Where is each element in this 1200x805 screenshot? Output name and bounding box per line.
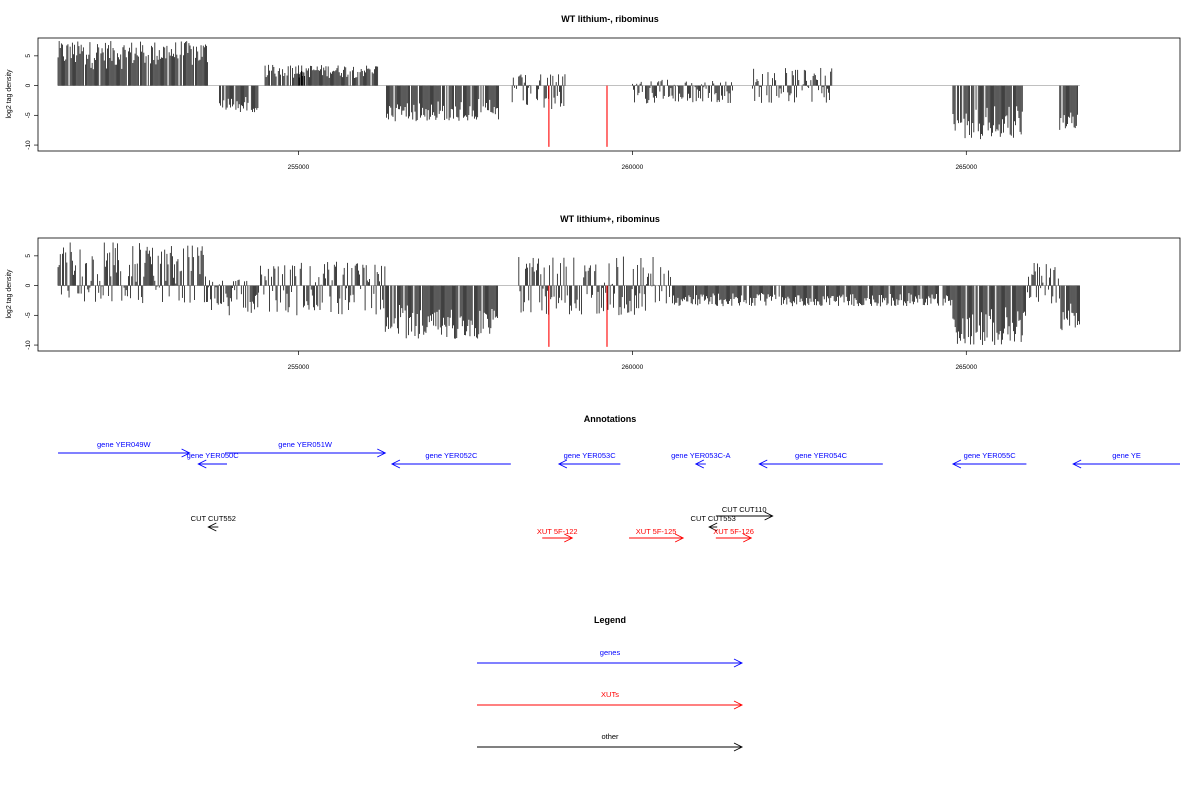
annotation-feature: gene YE bbox=[1072, 451, 1180, 469]
legend-item: other bbox=[477, 732, 744, 752]
strand-arrow-icon bbox=[764, 511, 774, 521]
panel-2-yaxis: 5 0 -5 -10 bbox=[25, 254, 38, 350]
annotation-feature: XUT 5F-122 bbox=[537, 527, 578, 543]
strand-arrow-icon bbox=[708, 522, 718, 532]
feature-label: gene YER049W bbox=[97, 440, 152, 449]
legend-item: XUTs bbox=[477, 690, 744, 710]
feature-label: gene YER053C-A bbox=[671, 451, 730, 460]
panel-2-frame bbox=[37, 237, 1181, 352]
annotation-feature: XUT 5F-126 bbox=[713, 527, 754, 543]
panel-2-ytick: 5 bbox=[25, 254, 32, 258]
panel-lithium-minus: WT lithium-, ribominus log2 tag density … bbox=[6, 14, 1181, 171]
strand-arrow-icon bbox=[743, 533, 753, 543]
legend-arrow-icon bbox=[733, 658, 744, 668]
strand-arrow-icon bbox=[674, 533, 685, 543]
strand-arrow-icon bbox=[207, 522, 217, 532]
legend: Legend genes XUTs other bbox=[477, 615, 744, 752]
annotation-feature: gene YER050C bbox=[187, 451, 240, 469]
panel-1-title: WT lithium-, ribominus bbox=[561, 14, 659, 24]
annotation-feature: CUT CUT552 bbox=[191, 514, 236, 532]
legend-label: XUTs bbox=[601, 690, 619, 699]
panel-2-xtick: 255000 bbox=[288, 364, 310, 371]
panel-1-xtick: 265000 bbox=[955, 164, 977, 171]
strand-arrow-icon bbox=[557, 459, 568, 469]
panel-2-ytick: 0 bbox=[25, 283, 32, 287]
legend-arrow-icon bbox=[733, 700, 744, 710]
feature-label: gene YER053C bbox=[564, 451, 617, 460]
panel-1-frame bbox=[37, 37, 1181, 152]
annotations-title: Annotations bbox=[584, 414, 637, 424]
feature-label: XUT 5F-122 bbox=[537, 527, 578, 536]
strand-arrow-icon bbox=[377, 448, 387, 458]
legend-title: Legend bbox=[594, 615, 626, 625]
feature-label: XUT 5F-126 bbox=[713, 527, 754, 536]
strand-arrow-icon bbox=[564, 533, 574, 543]
panel-1-ytick: -5 bbox=[25, 112, 32, 118]
panel-2-ylabel: log2 tag density bbox=[6, 269, 13, 319]
panel-2-xtick: 265000 bbox=[955, 364, 977, 371]
feature-label: CUT CUT552 bbox=[191, 514, 236, 523]
legend-label: other bbox=[601, 732, 619, 741]
strand-arrow-icon bbox=[1072, 459, 1082, 469]
feature-label: gene YER050C bbox=[187, 451, 240, 460]
annotation-feature: gene YER052C bbox=[390, 451, 511, 469]
feature-label: CUT CUT553 bbox=[691, 514, 736, 523]
panel-1-ylabel: log2 tag density bbox=[6, 69, 13, 119]
panel-1-xaxis: 255000 260000 265000 bbox=[288, 151, 978, 171]
panel-1-yaxis: 5 0 -5 -10 bbox=[25, 54, 38, 150]
annotation-feature: CUT CUT110 bbox=[715, 505, 774, 521]
strand-arrow-icon bbox=[758, 459, 768, 469]
feature-label: XUT 5F-125 bbox=[636, 527, 677, 536]
feature-label: gene YER052C bbox=[425, 451, 478, 460]
strand-arrow-icon bbox=[181, 448, 191, 458]
panel-1-bars bbox=[57, 41, 1080, 147]
strand-arrow-icon bbox=[694, 459, 705, 469]
panel-1-ytick: 5 bbox=[25, 54, 32, 58]
annotation-feature: XUT 5F-125 bbox=[629, 527, 685, 543]
panel-2-xtick: 260000 bbox=[622, 364, 644, 371]
legend-arrow-icon bbox=[733, 742, 744, 752]
panel-2-ytick: -5 bbox=[25, 312, 32, 318]
panel-1-xtick: 255000 bbox=[288, 164, 310, 171]
strand-arrow-icon bbox=[197, 459, 207, 469]
panel-2-ytick: -10 bbox=[25, 340, 32, 350]
strand-arrow-icon bbox=[951, 459, 962, 469]
annotation-feature: gene YER049W bbox=[58, 440, 191, 458]
panel-1-ytick: -10 bbox=[25, 140, 32, 150]
annotation-feature: gene YER053C bbox=[557, 451, 621, 469]
annotation-feature: gene YER051W bbox=[224, 440, 387, 458]
annotation-feature: gene YER053C-A bbox=[671, 451, 731, 469]
feature-label: gene YER054C bbox=[795, 451, 848, 460]
feature-label: gene YER055C bbox=[964, 451, 1017, 460]
panel-lithium-plus: WT lithium+, ribominus log2 tag density … bbox=[6, 214, 1181, 371]
strand-arrow-icon bbox=[390, 459, 401, 469]
legend-label: genes bbox=[600, 648, 621, 657]
annotation-feature: gene YER054C bbox=[758, 451, 883, 469]
panel-2-bars bbox=[57, 242, 1080, 347]
panel-2-xaxis: 255000 260000 265000 bbox=[288, 351, 978, 371]
panel-2-title: WT lithium+, ribominus bbox=[560, 214, 660, 224]
annotation-feature: CUT CUT553 bbox=[691, 514, 736, 532]
panel-1-xtick: 260000 bbox=[622, 164, 644, 171]
annotation-feature: gene YER055C bbox=[951, 451, 1027, 469]
legend-items: genes XUTs other bbox=[477, 648, 744, 752]
panel-1-ytick: 0 bbox=[25, 83, 32, 87]
legend-item: genes bbox=[477, 648, 744, 668]
feature-label: CUT CUT110 bbox=[722, 505, 767, 514]
feature-label: gene YE bbox=[1112, 451, 1141, 460]
annotation-features: gene YER049W gene YER050C gene YER051W gene… bbox=[58, 440, 1180, 543]
feature-label: gene YER051W bbox=[278, 440, 333, 449]
